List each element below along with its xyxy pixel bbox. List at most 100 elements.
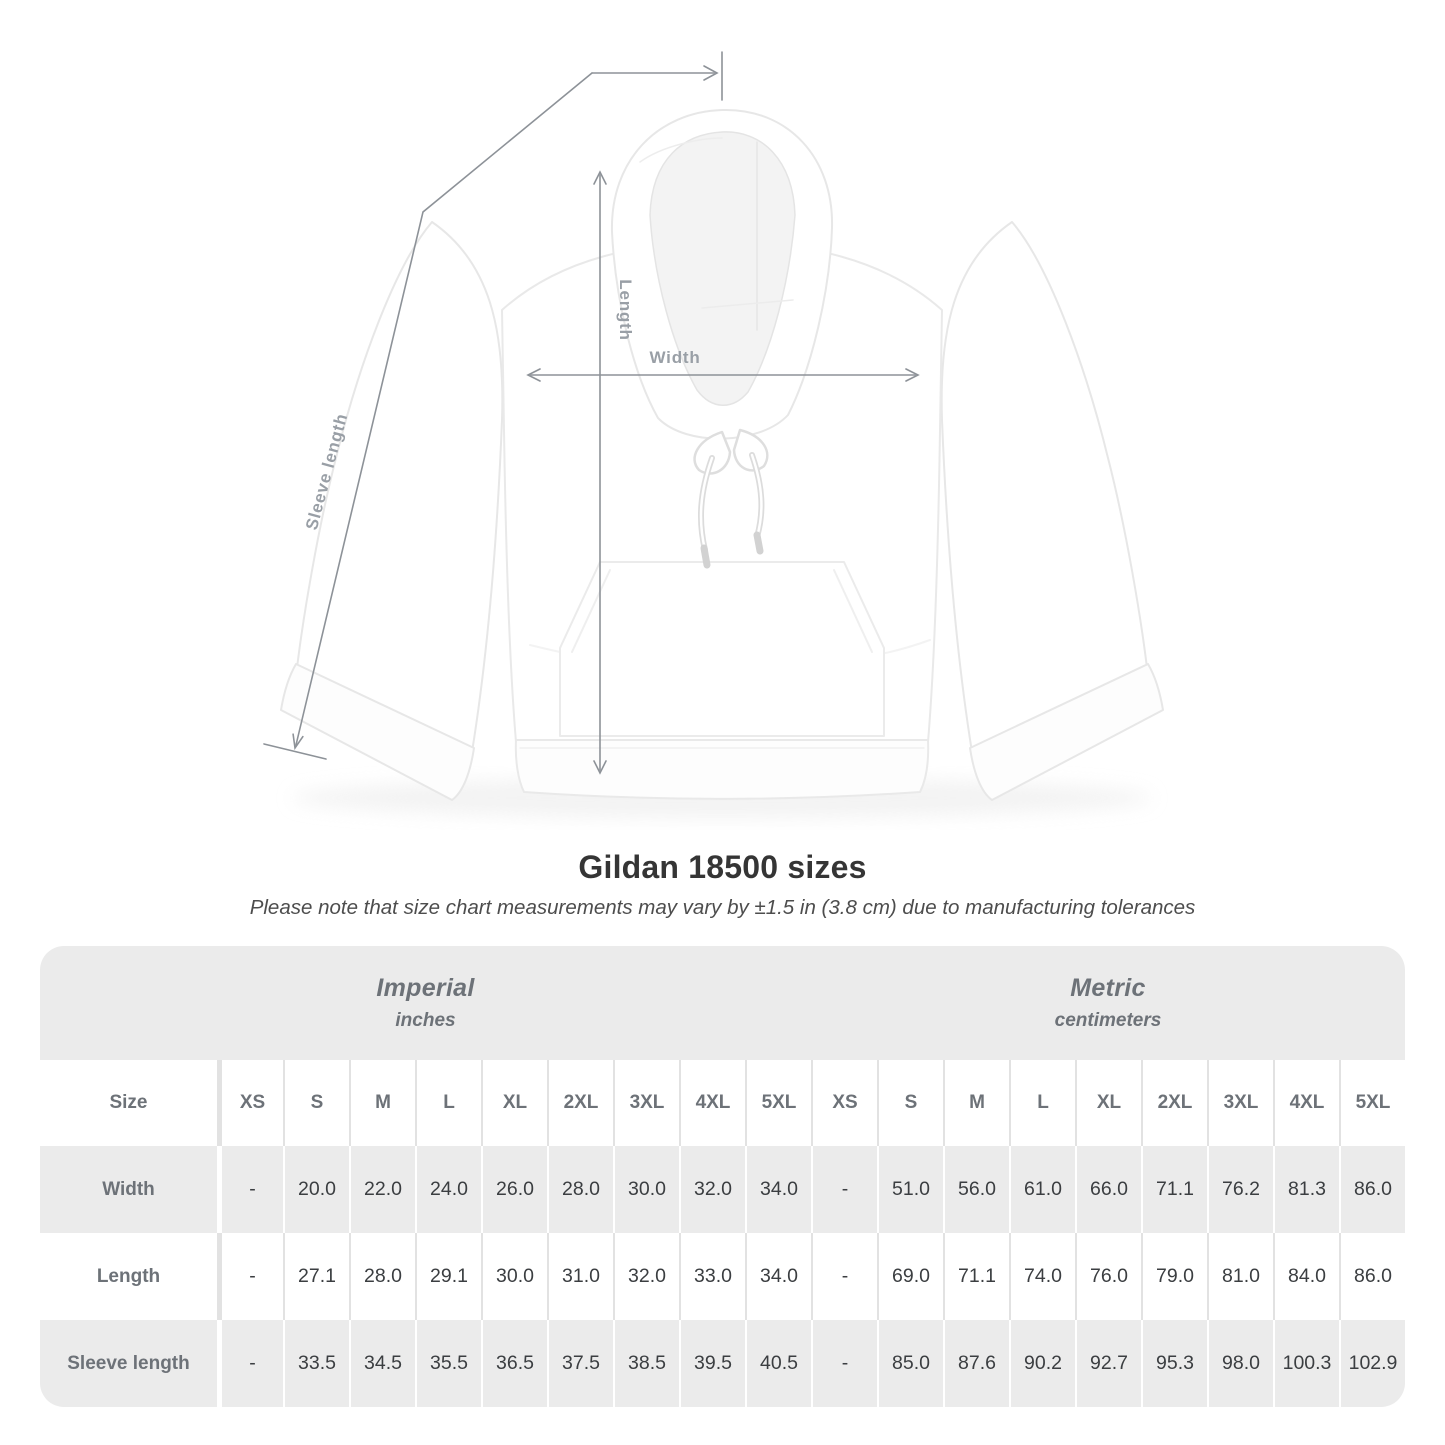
size-value-cell: 51.0: [877, 1146, 943, 1233]
size-column-header-metric-s: S: [877, 1060, 943, 1146]
size-value-cell: 33.5: [283, 1320, 349, 1407]
length-measure-label: Length: [616, 279, 635, 340]
size-column-header-metric-2xl: 2XL: [1141, 1060, 1207, 1146]
size-value-cell: 66.0: [1075, 1146, 1141, 1233]
size-value-cell: 61.0: [1009, 1146, 1075, 1233]
measurement-system-header-row: Imperial inches Metric centimeters: [40, 946, 1405, 1060]
size-value-cell: 26.0: [481, 1146, 547, 1233]
imperial-header: Imperial inches: [40, 946, 811, 1060]
size-column-header-imperial-2xl: 2XL: [547, 1060, 613, 1146]
size-value-cell: 100.3: [1273, 1320, 1339, 1407]
size-column-header-imperial-m: M: [349, 1060, 415, 1146]
size-value-cell: 31.0: [547, 1233, 613, 1320]
size-value-cell: -: [217, 1320, 283, 1407]
size-value-cell: 86.0: [1339, 1146, 1405, 1233]
hood-inner: [649, 131, 796, 406]
size-value-cell: 92.7: [1075, 1320, 1141, 1407]
size-value-cell: 90.2: [1009, 1320, 1075, 1407]
metric-unit: centimeters: [1054, 1010, 1162, 1031]
size-value-cell: -: [217, 1233, 283, 1320]
size-value-cell: 95.3: [1141, 1320, 1207, 1407]
page-title: Gildan 18500 sizes: [578, 849, 867, 885]
row-label: Length: [96, 1265, 161, 1287]
hoodie-right-cuff: [969, 663, 1164, 801]
size-column-header-imperial-5xl: 5XL: [745, 1060, 811, 1146]
size-value-cell: 87.6: [943, 1320, 1009, 1407]
size-column-header-imperial-4xl: 4XL: [679, 1060, 745, 1146]
size-value-cell: 29.1: [415, 1233, 481, 1320]
hoodie-drawstrings: [693, 428, 769, 569]
hoodie-measurement-diagram: Width Length Sleeve length: [263, 51, 1164, 818]
size-value-cell: 32.0: [613, 1233, 679, 1320]
size-value-cell: 38.5: [613, 1320, 679, 1407]
size-value-cell: 71.1: [1141, 1146, 1207, 1233]
metric-title: Metric: [1070, 974, 1146, 1002]
size-value-cell: 39.5: [679, 1320, 745, 1407]
size-header-row: Size XS S M L XL 2XL 3XL 4XL 5XL XS S M L XL 2XL 3XL 4XL…: [40, 1060, 1405, 1146]
size-value-cell: 56.0: [943, 1146, 1009, 1233]
size-corner-header: Size: [40, 1060, 217, 1146]
size-value-cell: -: [217, 1146, 283, 1233]
size-column-header-metric-5xl: 5XL: [1339, 1060, 1405, 1146]
size-value-cell: 34.0: [745, 1233, 811, 1320]
size-value-cell: 102.9: [1339, 1320, 1405, 1407]
size-value-cell: 76.0: [1075, 1233, 1141, 1320]
size-column-header-imperial-3xl: 3XL: [613, 1060, 679, 1146]
size-value-cell: -: [811, 1146, 877, 1233]
size-value-cell: 27.1: [283, 1233, 349, 1320]
width-measure-label: Width: [649, 348, 700, 367]
size-value-cell: 33.0: [679, 1233, 745, 1320]
size-value-cell: 84.0: [1273, 1233, 1339, 1320]
size-value-cell: 22.0: [349, 1146, 415, 1233]
size-value-cell: 32.0: [679, 1146, 745, 1233]
size-value-cell: 76.2: [1207, 1146, 1273, 1233]
hoodie-right-sleeve: [940, 221, 1148, 753]
width-arrow: [526, 368, 920, 382]
size-value-cell: 71.1: [943, 1233, 1009, 1320]
size-value-cell: 34.0: [745, 1146, 811, 1233]
imperial-unit: inches: [395, 1010, 456, 1031]
row-label: Width: [102, 1178, 155, 1200]
tolerance-note: Please note that size chart measurements…: [249, 896, 1196, 919]
size-column-header-imperial-l: L: [415, 1060, 481, 1146]
row-label: Sleeve length: [67, 1352, 190, 1374]
hoodie-hem-band: [514, 739, 930, 800]
size-column-header-imperial-s: S: [283, 1060, 349, 1146]
length-arrow: [593, 170, 607, 775]
hoodie-illustration: [280, 108, 1164, 801]
table-row-length: Length -27.1 28.0 29.1 30.0 31.0 32.0 33.0 34.0-…: [40, 1233, 1405, 1320]
size-value-cell: 30.0: [481, 1233, 547, 1320]
size-column-header-imperial-xl: XL: [481, 1060, 547, 1146]
size-value-cell: 36.5: [481, 1320, 547, 1407]
imperial-title: Imperial: [376, 974, 475, 1002]
size-column-header-metric-xl: XL: [1075, 1060, 1141, 1146]
size-value-cell: 24.0: [415, 1146, 481, 1233]
size-value-cell: 28.0: [547, 1146, 613, 1233]
table-row-sleeve-length: Sleeve length -33.5 34.5 35.5 36.5 37.5 38.5 39…: [40, 1320, 1405, 1407]
pocket-stitch: [571, 569, 611, 653]
size-value-cell: -: [811, 1320, 877, 1407]
size-column-header-metric-3xl: 3XL: [1207, 1060, 1273, 1146]
size-value-cell: 37.5: [547, 1320, 613, 1407]
size-value-cell: 98.0: [1207, 1320, 1273, 1407]
size-value-cell: 69.0: [877, 1233, 943, 1320]
size-value-cell: 85.0: [877, 1320, 943, 1407]
table-row-width: Width -20.0 22.0 24.0 26.0 28.0 30.0 32.0 34.0-5…: [40, 1146, 1405, 1233]
hoodie-pocket: [559, 561, 885, 737]
size-column-header-metric-m: M: [943, 1060, 1009, 1146]
size-value-cell: 30.0: [613, 1146, 679, 1233]
size-column-header-metric-xs: XS: [811, 1060, 877, 1146]
size-value-cell: 40.5: [745, 1320, 811, 1407]
measurement-annotations: [263, 51, 920, 775]
size-column-header-imperial-xs: XS: [217, 1060, 283, 1146]
hoodie-left-cuff: [280, 663, 475, 801]
size-chart-table: Imperial inches Metric centimeters Size …: [40, 946, 1405, 1407]
pocket-stitch: [833, 569, 873, 653]
sleeve-length-arrow: [263, 51, 723, 760]
size-value-cell: 81.3: [1273, 1146, 1339, 1233]
size-value-cell: 35.5: [415, 1320, 481, 1407]
size-value-cell: 34.5: [349, 1320, 415, 1407]
size-value-cell: 28.0: [349, 1233, 415, 1320]
hood-crease: [639, 137, 723, 163]
size-column-header-metric-4xl: 4XL: [1273, 1060, 1339, 1146]
